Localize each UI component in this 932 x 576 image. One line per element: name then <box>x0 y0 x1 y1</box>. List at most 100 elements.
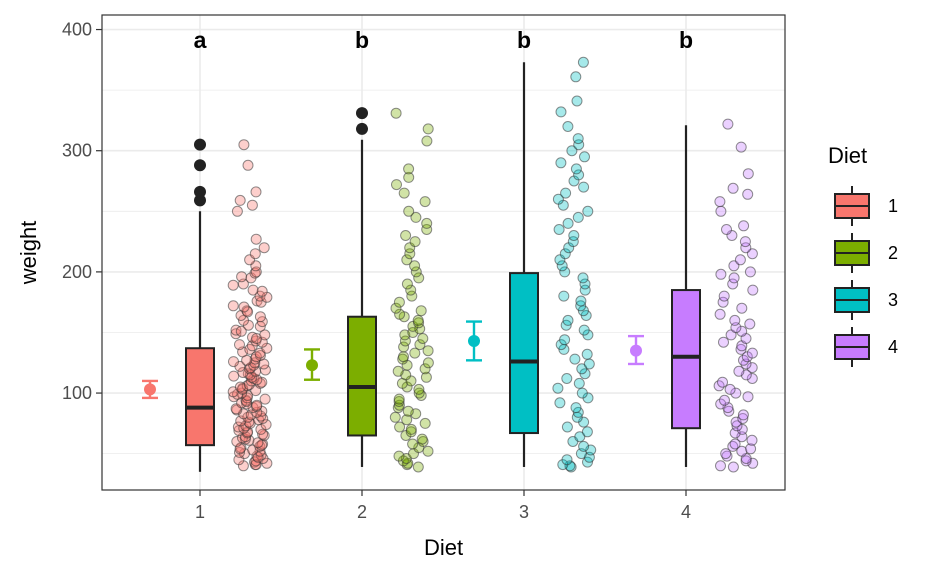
boxplots <box>185 62 701 472</box>
jitter-point <box>390 107 402 119</box>
jitter-point <box>236 271 248 283</box>
legend-label-3: 3 <box>888 290 898 310</box>
jitter-point <box>401 278 413 290</box>
jitter-point <box>578 324 590 336</box>
jitter-point <box>572 211 584 223</box>
jitter-point <box>558 290 570 302</box>
jitter-point <box>561 421 573 433</box>
jitter-point <box>574 431 586 443</box>
y-tick-label: 100 <box>62 383 92 403</box>
group-letter-4: b <box>679 27 693 53</box>
jitter-point <box>721 224 732 235</box>
jitter-point <box>578 440 590 452</box>
jitter-point <box>235 325 247 337</box>
jitter-point <box>422 445 434 457</box>
outlier-point <box>356 107 368 120</box>
jitter-point <box>729 438 741 450</box>
jitter-point <box>744 266 756 278</box>
jitter-point <box>390 302 402 314</box>
box-1 <box>185 347 215 447</box>
jitter-point <box>400 230 412 241</box>
jitter-point <box>745 443 757 455</box>
jitter-point <box>242 159 254 171</box>
legend-title: Diet <box>828 143 867 168</box>
mean-errorbars <box>142 320 644 400</box>
jitter-point <box>579 284 591 296</box>
jitter-point <box>402 405 414 417</box>
jitter-point <box>562 121 574 132</box>
jitter-point <box>256 285 268 297</box>
jitter-point <box>561 373 573 384</box>
jitter-point <box>554 397 566 409</box>
jitter-point <box>247 284 259 296</box>
mean-point-4 <box>630 344 642 357</box>
jitter-point <box>393 399 405 411</box>
jitter-point <box>409 347 421 359</box>
jitter-point <box>552 193 564 205</box>
outlier-point <box>194 159 206 172</box>
jitter-point <box>739 236 751 248</box>
jitter-point <box>583 358 595 370</box>
jitter-point <box>394 421 406 433</box>
jitter-point <box>403 171 415 183</box>
legend-label-4: 4 <box>888 337 898 357</box>
outlier-point <box>356 122 368 135</box>
jitter-point <box>420 371 432 383</box>
x-tick-label: 4 <box>681 502 691 522</box>
jitter-point <box>421 135 433 147</box>
jitter-point <box>254 311 266 323</box>
jitter-point <box>559 248 571 260</box>
jitter-point <box>398 351 409 363</box>
jitter-point <box>393 393 405 405</box>
mean-point-2 <box>306 359 318 372</box>
jitter-point <box>393 450 405 462</box>
group-letter-3: b <box>517 27 531 53</box>
jitter-point <box>735 343 747 355</box>
jitter-point <box>736 445 748 457</box>
jitter-point <box>734 254 746 266</box>
y-tick-label: 400 <box>62 20 92 40</box>
jitter-point <box>570 402 582 414</box>
y-tick-label: 300 <box>62 141 92 161</box>
jitter-point <box>227 300 239 312</box>
jitter-point <box>744 318 756 330</box>
jitter-point <box>579 278 591 290</box>
jitter-point <box>398 341 410 353</box>
jitter-point <box>717 376 728 388</box>
jitter-point <box>252 451 264 463</box>
jitter-point <box>735 141 747 153</box>
y-tick-label: 200 <box>62 262 92 282</box>
jitter-point <box>410 266 422 278</box>
jitter-point <box>747 284 759 296</box>
jitter-point <box>250 186 262 198</box>
jitter-point <box>737 413 749 424</box>
jitter-point <box>389 411 401 423</box>
jitter-point <box>399 329 411 341</box>
box-2 <box>347 315 377 437</box>
jitter-point <box>731 420 743 432</box>
jitter-point <box>398 187 410 199</box>
jitter-point <box>714 196 726 208</box>
jitter-point <box>419 417 431 429</box>
jitter-point <box>575 295 587 307</box>
jitter-point <box>742 168 754 180</box>
jitter-point <box>728 272 740 284</box>
box-3 <box>509 272 539 435</box>
jitter-point <box>259 393 271 405</box>
jitter-point <box>238 301 250 313</box>
jitter-point <box>555 157 567 169</box>
jitter-point <box>413 383 425 395</box>
jitter-point <box>391 179 402 191</box>
x-tick-label: 1 <box>195 502 205 522</box>
jitter-point <box>419 196 431 208</box>
jitter-point <box>570 163 582 175</box>
jitter-point <box>746 373 758 384</box>
jitter-point <box>572 133 584 145</box>
jitter-point <box>568 230 580 241</box>
x-tick-label: 2 <box>357 502 367 522</box>
jitter-point <box>719 394 730 406</box>
jitter-point <box>746 434 758 446</box>
jitter-point <box>582 205 594 217</box>
